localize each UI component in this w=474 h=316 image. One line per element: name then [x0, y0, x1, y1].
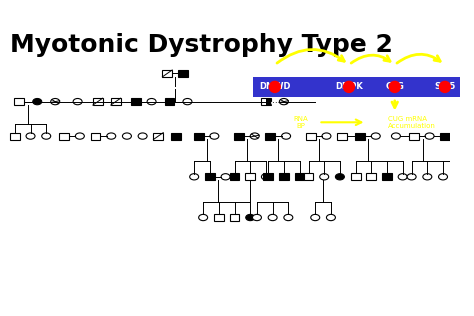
- Circle shape: [199, 214, 208, 221]
- FancyBboxPatch shape: [91, 133, 100, 140]
- Circle shape: [246, 214, 255, 221]
- FancyBboxPatch shape: [366, 173, 376, 180]
- Circle shape: [183, 99, 192, 105]
- Circle shape: [284, 214, 293, 221]
- FancyBboxPatch shape: [253, 77, 460, 97]
- Circle shape: [327, 214, 336, 221]
- FancyBboxPatch shape: [229, 214, 239, 221]
- Circle shape: [389, 82, 400, 92]
- Circle shape: [279, 99, 288, 105]
- Circle shape: [138, 133, 147, 139]
- Circle shape: [282, 133, 291, 139]
- FancyBboxPatch shape: [14, 98, 24, 105]
- FancyBboxPatch shape: [194, 133, 204, 140]
- Circle shape: [320, 174, 328, 180]
- Circle shape: [269, 82, 280, 92]
- Circle shape: [122, 133, 131, 139]
- FancyBboxPatch shape: [279, 173, 289, 180]
- Circle shape: [190, 174, 199, 180]
- Circle shape: [107, 133, 116, 139]
- FancyBboxPatch shape: [154, 133, 163, 140]
- Text: DMWD: DMWD: [259, 82, 291, 91]
- FancyBboxPatch shape: [295, 173, 304, 180]
- Circle shape: [210, 133, 219, 139]
- FancyBboxPatch shape: [111, 98, 121, 105]
- FancyBboxPatch shape: [382, 173, 392, 180]
- Circle shape: [423, 174, 432, 180]
- Circle shape: [253, 214, 262, 221]
- FancyBboxPatch shape: [454, 173, 464, 180]
- Circle shape: [147, 99, 156, 105]
- FancyBboxPatch shape: [229, 173, 239, 180]
- Text: SIX5: SIX5: [434, 82, 456, 91]
- FancyBboxPatch shape: [164, 98, 174, 105]
- FancyBboxPatch shape: [263, 173, 273, 180]
- FancyBboxPatch shape: [178, 70, 188, 77]
- Text: DMPK: DMPK: [335, 82, 363, 91]
- FancyBboxPatch shape: [163, 70, 172, 77]
- Text: CUG mRNA
Accumulation: CUG mRNA Accumulation: [388, 116, 436, 129]
- Circle shape: [438, 174, 447, 180]
- Text: Myotonic Dystrophy Type 2: Myotonic Dystrophy Type 2: [10, 33, 393, 57]
- FancyBboxPatch shape: [93, 98, 103, 105]
- Circle shape: [268, 214, 277, 221]
- FancyBboxPatch shape: [59, 133, 69, 140]
- Circle shape: [371, 133, 380, 139]
- FancyBboxPatch shape: [214, 214, 224, 221]
- FancyBboxPatch shape: [303, 173, 313, 180]
- Circle shape: [262, 174, 270, 180]
- Circle shape: [407, 174, 416, 180]
- FancyBboxPatch shape: [171, 133, 181, 140]
- Circle shape: [425, 133, 434, 139]
- FancyBboxPatch shape: [440, 133, 450, 140]
- Circle shape: [221, 174, 230, 180]
- FancyBboxPatch shape: [337, 133, 347, 140]
- Circle shape: [73, 99, 82, 105]
- Circle shape: [392, 133, 401, 139]
- Circle shape: [250, 133, 259, 139]
- Circle shape: [75, 133, 84, 139]
- FancyBboxPatch shape: [245, 173, 255, 180]
- FancyBboxPatch shape: [355, 133, 365, 140]
- Circle shape: [344, 82, 355, 92]
- Circle shape: [322, 133, 331, 139]
- Circle shape: [336, 174, 345, 180]
- Circle shape: [26, 133, 35, 139]
- Text: RNA
BP: RNA BP: [293, 116, 309, 129]
- FancyBboxPatch shape: [306, 133, 316, 140]
- Polygon shape: [266, 98, 271, 105]
- FancyBboxPatch shape: [261, 98, 271, 105]
- Circle shape: [51, 99, 60, 105]
- FancyBboxPatch shape: [10, 133, 20, 140]
- FancyBboxPatch shape: [234, 133, 244, 140]
- Circle shape: [42, 133, 51, 139]
- Circle shape: [439, 82, 450, 92]
- FancyBboxPatch shape: [131, 98, 141, 105]
- FancyBboxPatch shape: [409, 133, 419, 140]
- Circle shape: [398, 174, 407, 180]
- Text: CTG: CTG: [385, 82, 404, 91]
- FancyBboxPatch shape: [351, 173, 361, 180]
- FancyBboxPatch shape: [265, 133, 275, 140]
- Circle shape: [311, 214, 320, 221]
- FancyBboxPatch shape: [205, 173, 215, 180]
- Circle shape: [33, 99, 42, 105]
